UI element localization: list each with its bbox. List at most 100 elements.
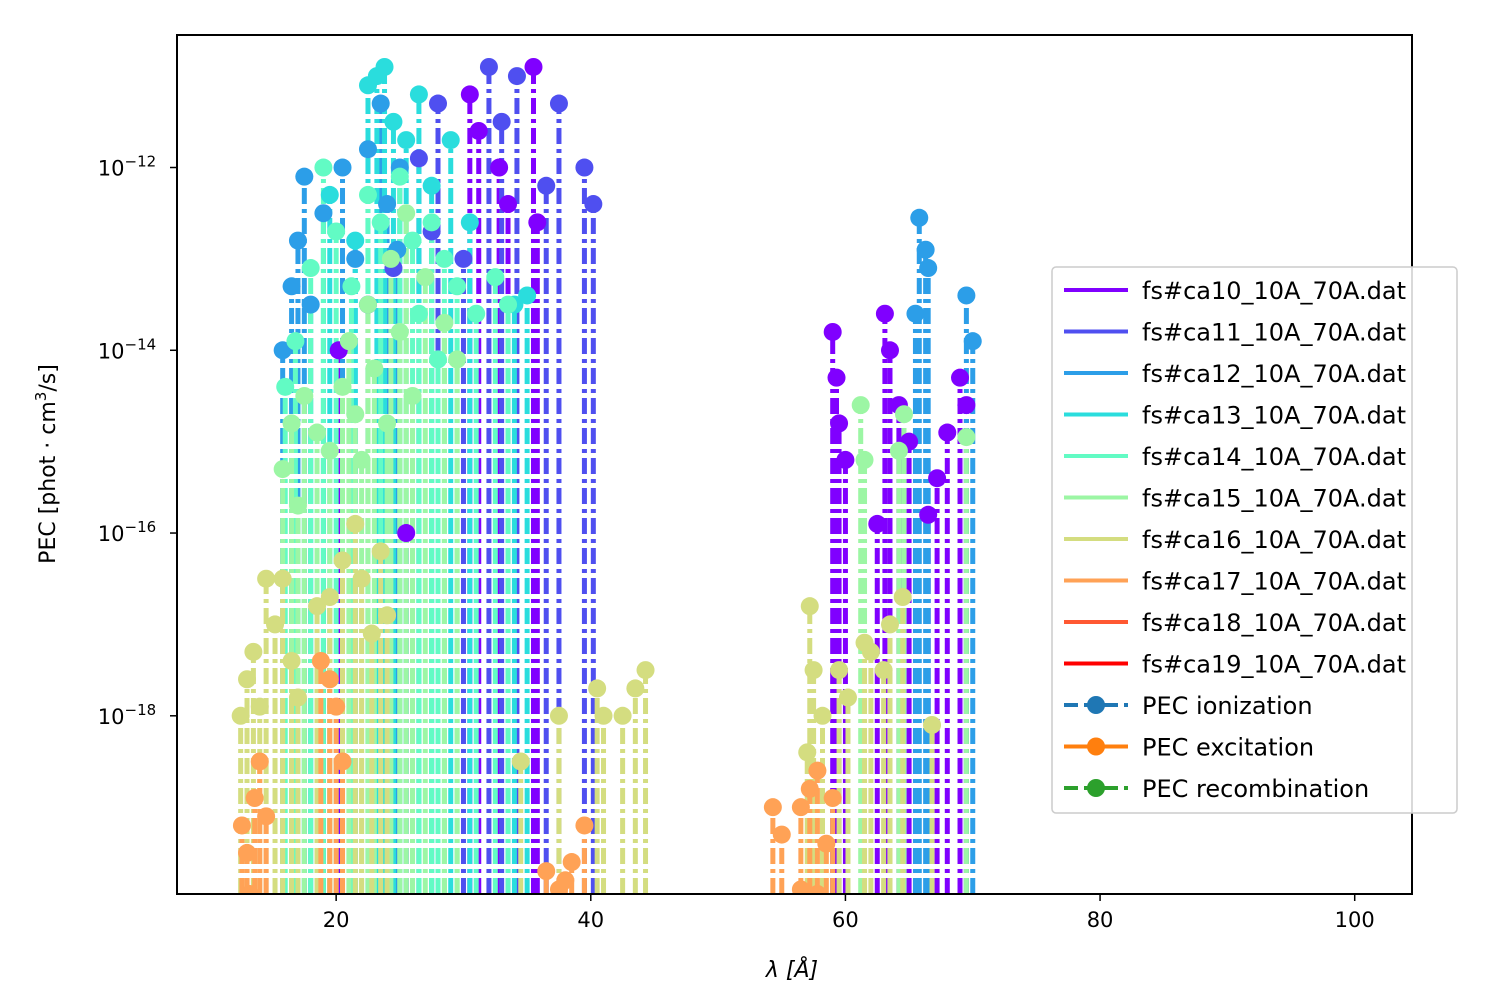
data-point: [549, 706, 568, 725]
data-point: [301, 259, 320, 278]
legend-label: fs#ca10_10A_70A.dat: [1142, 277, 1406, 305]
y-axis-label-text: PEC [phot · cm: [36, 401, 61, 564]
data-point: [375, 57, 394, 76]
data-point: [499, 195, 518, 214]
data-point: [295, 167, 314, 186]
data-point: [371, 94, 390, 113]
data-point: [397, 524, 416, 543]
legend-label: fs#ca19_10A_70A.dat: [1142, 651, 1406, 679]
data-point: [333, 752, 352, 771]
data-point: [320, 670, 339, 689]
data-point: [957, 396, 976, 415]
data-point: [584, 195, 603, 214]
data-point: [295, 386, 314, 405]
data-point: [791, 880, 810, 894]
data-point: [346, 514, 365, 533]
data-point: [916, 240, 935, 259]
data-point: [273, 460, 292, 479]
data-point: [951, 368, 970, 387]
data-point: [923, 715, 942, 734]
data-point: [244, 642, 263, 661]
legend-label: fs#ca12_10A_70A.dat: [1142, 360, 1406, 388]
data-point: [889, 441, 908, 460]
x-axis-ticks: 20 40 60 80 100: [323, 894, 1375, 932]
data-point: [429, 350, 448, 369]
data-point: [460, 85, 479, 104]
y-tick-label: 10−18: [98, 701, 156, 729]
data-point: [346, 231, 365, 250]
data-point: [813, 706, 832, 725]
data-point: [919, 505, 938, 524]
data-point: [390, 322, 409, 341]
data-point: [467, 304, 486, 323]
y-tick-base: 10: [98, 705, 125, 729]
data-point: [346, 405, 365, 424]
y-tick-exponent: −18: [125, 701, 157, 719]
data-point: [880, 615, 899, 634]
data-point: [798, 743, 817, 762]
data-point: [528, 213, 547, 232]
data-point: [409, 85, 428, 104]
data-point: [448, 277, 467, 296]
data-point: [511, 752, 530, 771]
y-tick-label: 10−14: [98, 335, 156, 363]
data-point: [320, 441, 339, 460]
data-point: [308, 597, 327, 616]
data-point: [339, 332, 358, 351]
y-axis-label-tail: /s]: [36, 364, 61, 391]
data-point: [409, 304, 428, 323]
data-point: [830, 661, 849, 680]
data-point: [851, 396, 870, 415]
data-point: [460, 213, 479, 232]
x-tick-label: 60: [832, 908, 859, 932]
data-point: [549, 94, 568, 113]
data-point: [838, 688, 857, 707]
data-point: [320, 588, 339, 607]
data-point: [823, 789, 842, 808]
data-point: [352, 569, 371, 588]
data-point: [352, 450, 371, 469]
data-point: [435, 249, 454, 268]
data-point: [928, 469, 947, 488]
data-point: [371, 542, 390, 561]
data-point: [469, 121, 488, 140]
data-point: [342, 277, 361, 296]
data-point: [282, 414, 301, 433]
legend-marker-label: PEC excitation: [1142, 734, 1314, 762]
data-point: [919, 259, 938, 278]
data-point: [371, 213, 390, 232]
legend-label: fs#ca17_10A_70A.dat: [1142, 568, 1406, 596]
data-point: [524, 57, 543, 76]
data-point: [880, 341, 899, 360]
y-tick-exponent: −12: [125, 153, 157, 171]
x-axis-label-text: λ [Å]: [765, 956, 818, 983]
data-point: [311, 651, 330, 670]
y-tick-base: 10: [98, 339, 125, 363]
data-point: [257, 807, 276, 826]
data-point: [397, 204, 416, 223]
data-point: [435, 313, 454, 332]
data-point: [346, 249, 365, 268]
data-point: [861, 642, 880, 661]
legend-label: fs#ca13_10A_70A.dat: [1142, 402, 1406, 430]
data-point: [273, 569, 292, 588]
data-point: [518, 286, 537, 305]
data-point: [327, 222, 346, 241]
data-point: [422, 176, 441, 195]
data-point: [314, 204, 333, 223]
data-point: [358, 140, 377, 159]
data-point: [378, 195, 397, 214]
data-point: [358, 295, 377, 314]
x-tick-label: 100: [1335, 908, 1375, 932]
data-point: [327, 697, 346, 716]
data-point: [429, 94, 448, 113]
data-point: [938, 423, 957, 442]
data-point: [575, 158, 594, 177]
y-tick-base: 10: [98, 157, 125, 181]
legend-label: fs#ca11_10A_70A.dat: [1142, 319, 1406, 347]
data-point: [817, 834, 836, 853]
data-point: [282, 277, 301, 296]
data-point: [963, 332, 982, 351]
data-point: [613, 706, 632, 725]
data-point: [257, 569, 276, 588]
